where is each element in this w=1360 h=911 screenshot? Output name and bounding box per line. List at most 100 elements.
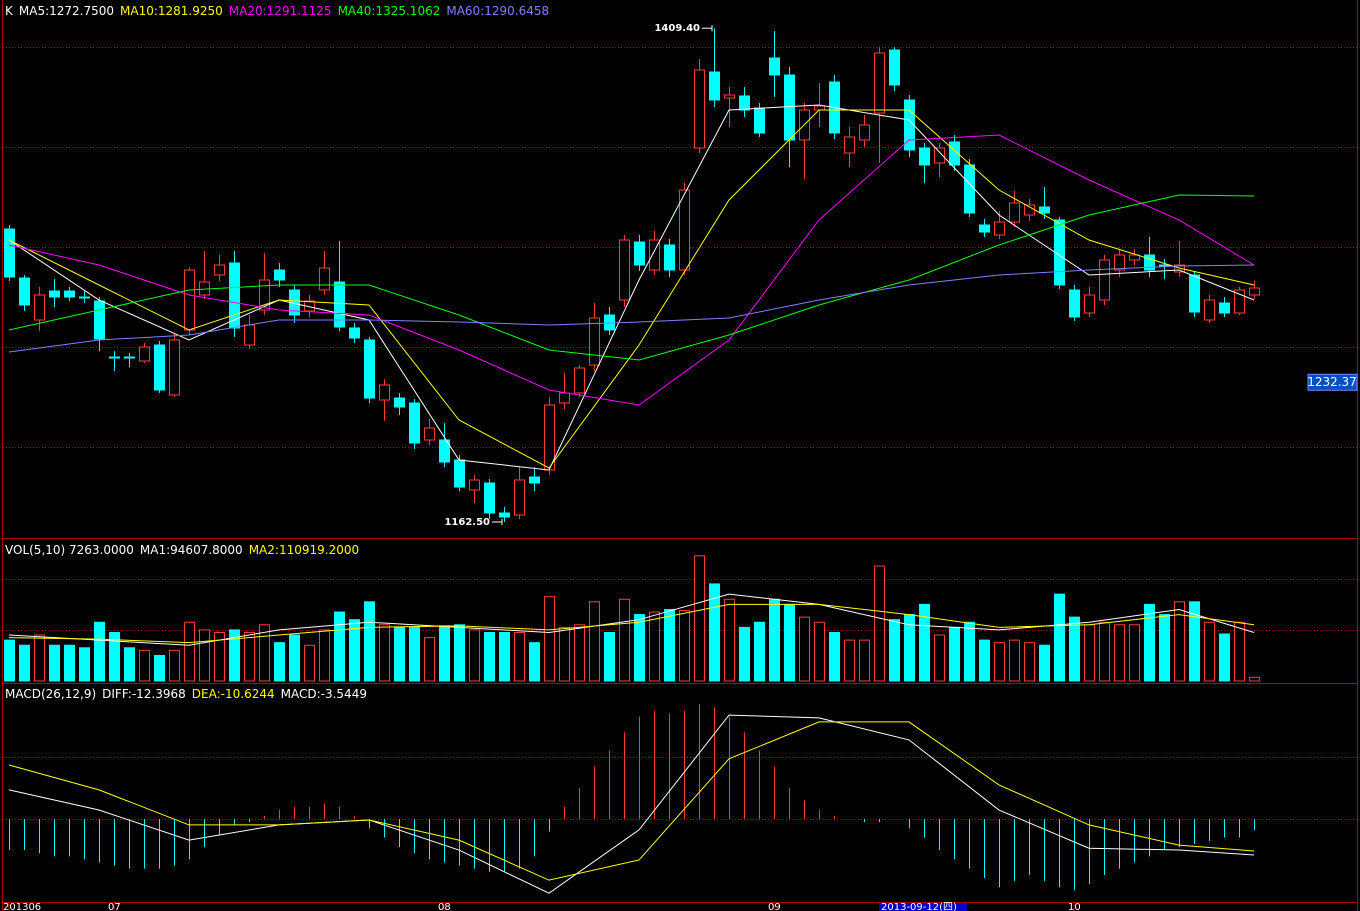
candle-body — [889, 49, 900, 86]
candle-body — [1039, 206, 1050, 214]
volume-bar — [784, 603, 795, 682]
candle-body — [19, 277, 30, 306]
x-tick-label: 201306 — [3, 902, 41, 911]
candle-body — [964, 164, 975, 214]
candle-body — [94, 300, 105, 340]
candle-body — [844, 136, 855, 154]
volume-bar — [799, 616, 810, 682]
candle-body — [1189, 274, 1200, 313]
volume-bar — [364, 601, 375, 682]
x-tick-label: 09 — [768, 902, 781, 911]
legend-entry: MA60:1290.6458 — [446, 4, 549, 18]
indicator-line — [8, 194, 1255, 361]
candle-body — [709, 71, 720, 101]
candle-body — [439, 439, 450, 463]
candle-body — [274, 269, 285, 281]
volume-bar — [679, 610, 690, 682]
candle-body — [559, 392, 570, 404]
candle-body — [1009, 202, 1020, 223]
candle-body — [664, 244, 675, 271]
candle-body — [79, 296, 90, 299]
candle-body — [814, 105, 825, 111]
candle-body — [1129, 254, 1140, 261]
volume-bar — [19, 644, 30, 682]
volume-bar — [124, 647, 135, 682]
candle-body — [184, 269, 195, 331]
volume-bar — [334, 611, 345, 682]
volume-bar — [244, 631, 255, 682]
candle-body — [379, 384, 390, 401]
candle-body — [34, 294, 45, 321]
candle-body — [904, 99, 915, 151]
volume-bar — [154, 654, 165, 682]
panel-title: K — [5, 4, 14, 18]
volume-bar — [544, 596, 555, 682]
legend-entry: DIFF:-12.3968 — [102, 687, 186, 701]
candle-body — [499, 512, 510, 518]
volume-bar — [694, 555, 705, 682]
volume-bar — [994, 642, 1005, 682]
indicator-line — [8, 264, 1255, 353]
candle-body — [859, 124, 870, 141]
volume-bar — [1024, 642, 1035, 682]
candle-body — [649, 239, 660, 271]
legend-entry: DEA:-10.6244 — [192, 687, 275, 701]
legend-entry: MA5:1272.7500 — [19, 4, 114, 18]
candle-body — [919, 147, 930, 166]
volume-bar — [454, 624, 465, 682]
volume-bar — [589, 601, 600, 682]
price-label: 1232.37 — [1307, 375, 1357, 389]
volume-bar — [619, 598, 630, 682]
extreme-label: 1162.50 — [444, 517, 490, 528]
candle-body — [874, 52, 885, 114]
candle-body — [1084, 294, 1095, 314]
candle-body — [619, 239, 630, 301]
volume-bar — [874, 565, 885, 682]
volume-bar — [469, 629, 480, 682]
candle-body — [1159, 264, 1170, 267]
volume-bar — [739, 626, 750, 682]
candle-body — [154, 344, 165, 391]
volume-bar — [199, 629, 210, 682]
indicator-line — [8, 109, 1255, 469]
x-tick-label: 08 — [438, 902, 451, 911]
volume-bar — [964, 621, 975, 682]
volume-bar — [1069, 616, 1080, 682]
volume-bar — [259, 624, 270, 682]
volume-bar — [859, 639, 870, 682]
cursor-box — [879, 903, 967, 911]
indicator-line — [8, 721, 1255, 881]
volume-bar — [409, 626, 420, 682]
volume-bar — [64, 644, 75, 682]
volume-bar — [49, 644, 60, 682]
candle-body — [1114, 254, 1125, 271]
volume-bar — [949, 626, 960, 682]
volume-bar — [424, 637, 435, 682]
legend-entry: MA2:110919.2000 — [249, 543, 359, 557]
price-box — [1307, 373, 1358, 391]
panel-header: VOL(5,10) 7263.0000 MA1:94607.8000 MA2:110… — [5, 543, 359, 557]
candle-body — [949, 141, 960, 166]
volume-bar — [604, 631, 615, 682]
volume-bar — [889, 619, 900, 682]
volume-bar — [169, 649, 180, 682]
volume-bar — [1174, 601, 1185, 682]
volume-bar — [559, 626, 570, 682]
legend-entry: MACD:-3.5449 — [281, 687, 367, 701]
volume-bar — [754, 621, 765, 682]
volume-bar — [34, 634, 45, 682]
volume-bar — [829, 631, 840, 682]
volume-bar — [1129, 624, 1140, 682]
volume-bar — [1114, 624, 1125, 682]
volume-bar — [499, 631, 510, 682]
volume-bar — [319, 629, 330, 682]
candle-body — [229, 262, 240, 329]
volume-bar — [634, 614, 645, 682]
candle-body — [109, 356, 120, 359]
volume-bar — [1234, 621, 1245, 682]
candle-body — [934, 147, 945, 164]
volume-bar — [979, 639, 990, 682]
volume-bar — [1219, 633, 1230, 682]
